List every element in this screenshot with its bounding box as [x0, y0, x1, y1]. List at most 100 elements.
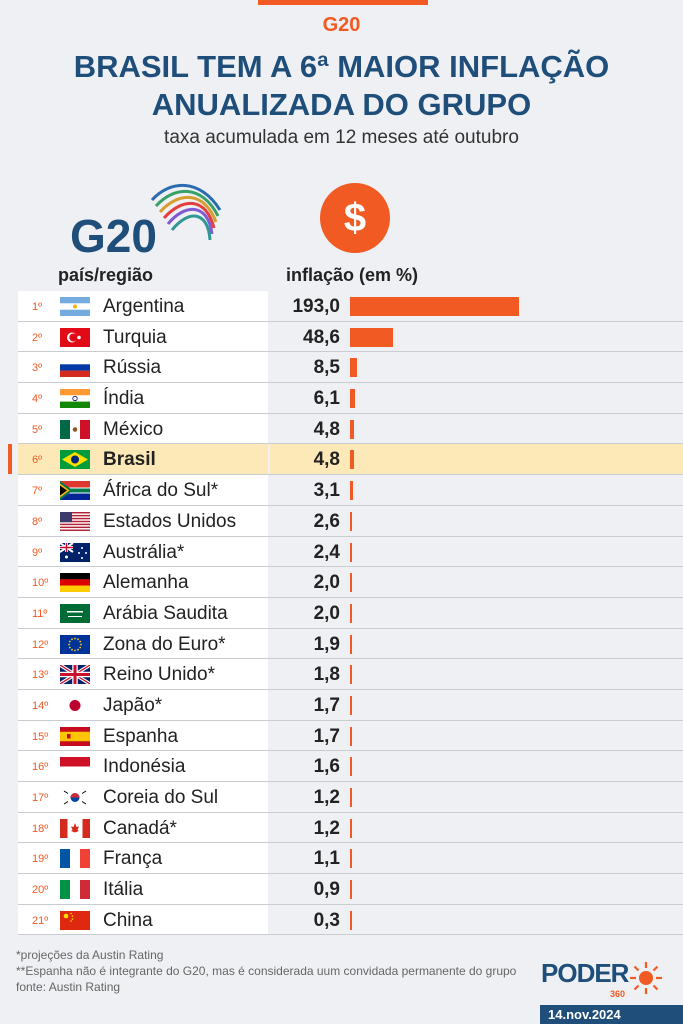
row-value-cell: 4,8 [270, 413, 683, 444]
table-row: 18º Canadá* 1,2 [18, 812, 683, 844]
country-name: Rússia [103, 357, 162, 379]
country-name: México [103, 418, 164, 440]
inflation-bar [350, 389, 356, 409]
kicker: G20 [322, 14, 361, 36]
chart-subtitle: taxa acumulada em 12 meses até outubro [164, 127, 519, 148]
value-label: 3,1 [313, 480, 340, 502]
country-name: China [103, 909, 153, 931]
country-name: Arábia Saudita [103, 602, 228, 624]
inflation-bar [350, 297, 519, 316]
country-name: Indonésia [103, 756, 186, 778]
brand-logo: PODER [541, 958, 629, 988]
table-row: 1º Argentina 193,0 [18, 291, 683, 322]
value-label: 0,3 [313, 909, 340, 931]
value-label: 1,7 [313, 694, 340, 716]
inflation-bar [350, 665, 352, 685]
row-country-cell: 8º Estados Unidos [18, 505, 268, 536]
value-label: 2,0 [313, 602, 340, 624]
rank-label: 6º [32, 454, 43, 467]
value-label: 2,0 [313, 572, 340, 594]
table-row: 15º Espanha 1,7 [18, 720, 683, 752]
table-row: 19º França 1,1 [18, 843, 683, 875]
row-value-cell: 1,2 [270, 812, 683, 843]
brand-sub: 360 [610, 989, 626, 999]
value-label: 48,6 [303, 326, 340, 348]
inflation-bar [350, 726, 352, 746]
rank-label: 3º [32, 362, 43, 375]
inflation-bar [350, 450, 355, 470]
row-value-cell: 2,4 [270, 536, 683, 567]
value-label: 1,2 [313, 817, 340, 839]
row-country-cell: 13º Reino Unido* [18, 659, 268, 689]
row-country-cell: 11º Arábia Saudita [18, 597, 268, 628]
usa-flag-icon [60, 511, 90, 531]
saudi-arabia-flag-icon [60, 603, 90, 623]
country-name: Espanha [103, 725, 179, 747]
rank-label: 18º [32, 822, 49, 835]
inflation-bar [350, 818, 352, 838]
country-name: Estados Unidos [103, 510, 237, 532]
row-country-cell: 19º França [18, 843, 268, 874]
south-africa-flag-icon [60, 481, 90, 501]
country-name: Austrália* [103, 541, 185, 563]
country-name: Argentina [103, 296, 185, 317]
country-name: Alemanha [103, 572, 189, 594]
table-row: 10º Alemanha 2,0 [18, 567, 683, 598]
value-label: 2,4 [313, 541, 340, 563]
value-label: 1,6 [313, 756, 340, 778]
mexico-flag-icon [60, 419, 90, 439]
table-row: 14º Japão* 1,7 [18, 689, 683, 721]
g20-logo-text: G20 [70, 210, 157, 260]
rank-label: 17º [32, 792, 49, 804]
china-flag-icon [60, 910, 90, 930]
dollar-coin-icon: $ [320, 183, 390, 253]
row-value-cell: 4,8 [270, 444, 683, 475]
inflation-table: 1º Argentina 193,0 2º Turquia 48,6 3º Rússia 8,5… [8, 291, 683, 936]
row-value-cell: 1,8 [270, 659, 683, 689]
table-row: 17º Coreia do Sul 1,2 [18, 782, 683, 813]
value-label: 1,2 [313, 787, 340, 808]
row-value-cell: 2,0 [270, 597, 683, 628]
inflation-bar [350, 788, 352, 807]
inflation-bar [350, 695, 352, 715]
inflation-bar [350, 634, 352, 654]
inflation-bar [350, 327, 393, 347]
italy-flag-icon [60, 880, 90, 900]
rank-label: 20º [32, 884, 49, 897]
eu-flag-icon [60, 634, 90, 654]
top-accent-bar [258, 0, 428, 5]
brazil-flag-icon [60, 450, 90, 470]
table-row: 2º Turquia 48,6 [18, 321, 683, 353]
germany-flag-icon [60, 573, 90, 593]
country-name: Reino Unido* [103, 664, 215, 686]
sun-icon [630, 962, 662, 994]
country-name: Japão* [103, 694, 163, 716]
rank-label: 21º [32, 914, 49, 927]
table-row: 9º Austrália* 2,4 [18, 536, 683, 568]
table-row: 7º África do Sul* 3,1 [18, 475, 683, 506]
value-label: 4,8 [313, 449, 340, 471]
row-country-cell: 21º China [18, 904, 268, 935]
inflation-bar [350, 849, 352, 869]
row-value-cell: 1,2 [270, 782, 683, 812]
country-name: França [103, 848, 163, 870]
inflation-bar [350, 358, 358, 378]
country-name: Brasil [103, 449, 156, 471]
row-country-cell: 6º Brasil [18, 444, 268, 475]
table-row: 8º Estados Unidos 2,6 [18, 505, 683, 537]
footnote-1: *projeções da Austin Rating [16, 948, 164, 962]
country-name: Itália [103, 879, 144, 901]
rank-label: 13º [32, 669, 49, 682]
row-country-cell: 1º Argentina [18, 291, 268, 321]
country-name: África do Sul* [103, 480, 219, 502]
rank-label: 16º [32, 761, 49, 774]
indonesia-flag-icon [60, 757, 90, 777]
row-country-cell: 4º Índia [18, 383, 268, 413]
inflation-bar [350, 880, 352, 900]
row-country-cell: 10º Alemanha [18, 567, 268, 597]
turkey-flag-icon [60, 327, 90, 347]
table-row: 12º Zona do Euro* 1,9 [18, 628, 683, 660]
inflation-bar [350, 573, 352, 593]
rank-label: 10º [32, 577, 49, 590]
rank-label: 7º [32, 485, 43, 498]
